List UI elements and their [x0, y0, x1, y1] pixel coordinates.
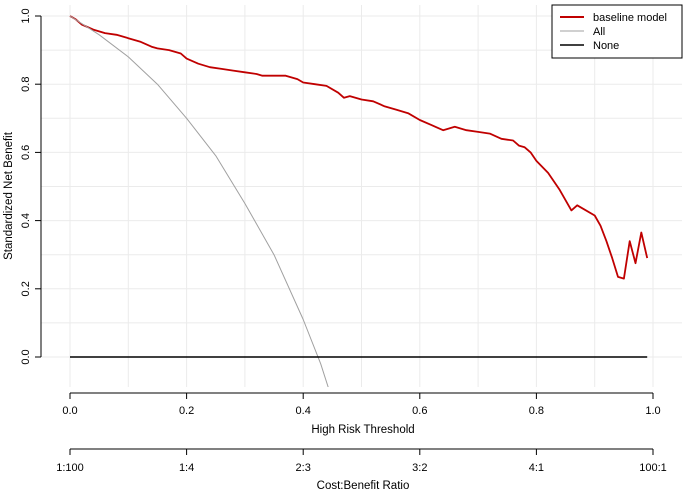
x-tick-label: 0.0: [62, 405, 77, 417]
y-tick-label: 0.2: [20, 281, 32, 296]
x-tick-label: 0.4: [296, 405, 311, 417]
x-tick-label: 0.8: [529, 405, 544, 417]
legend-label-none: None: [593, 40, 619, 52]
y-tick-label: 0.6: [20, 145, 32, 160]
y-axis-title: Standardized Net Benefit: [3, 131, 15, 260]
x2-axis-title: Cost:Benefit Ratio: [317, 480, 410, 492]
legend-label-all: All: [593, 26, 605, 38]
legend: baseline model All None: [551, 4, 683, 59]
baseline-model-line: [69, 15, 649, 280]
axes-group: 0.0 0.2 0.4 0.6 0.8 1.0 0.0 0.2 0.4 0.6 0.8 1.0 1:10…: [20, 8, 667, 474]
grid-lines: [41, 5, 682, 387]
y-tick-label: 0.4: [20, 213, 32, 228]
x-tick-label: 0.2: [179, 405, 194, 417]
x2-tick-label: 1:4: [179, 462, 194, 474]
x-axis-title: High Risk Threshold: [311, 424, 414, 436]
x2-tick-label: 2:3: [296, 462, 311, 474]
y-tick-label: 0.0: [20, 349, 32, 364]
y-tick-label: 1.0: [20, 8, 32, 23]
x-tick-label: 0.6: [412, 405, 427, 417]
all-line: [69, 15, 329, 387]
x2-tick-label: 3:2: [412, 462, 427, 474]
x-tick-label: 1.0: [645, 405, 660, 417]
series-group: [69, 15, 649, 387]
x2-tick-label: 1:100: [56, 462, 84, 474]
x2-tick-label: 4:1: [529, 462, 544, 474]
x2-tick-label: 100:1: [639, 462, 667, 474]
y-tick-label: 0.8: [20, 77, 32, 92]
legend-label-baseline-model: baseline model: [593, 12, 667, 24]
